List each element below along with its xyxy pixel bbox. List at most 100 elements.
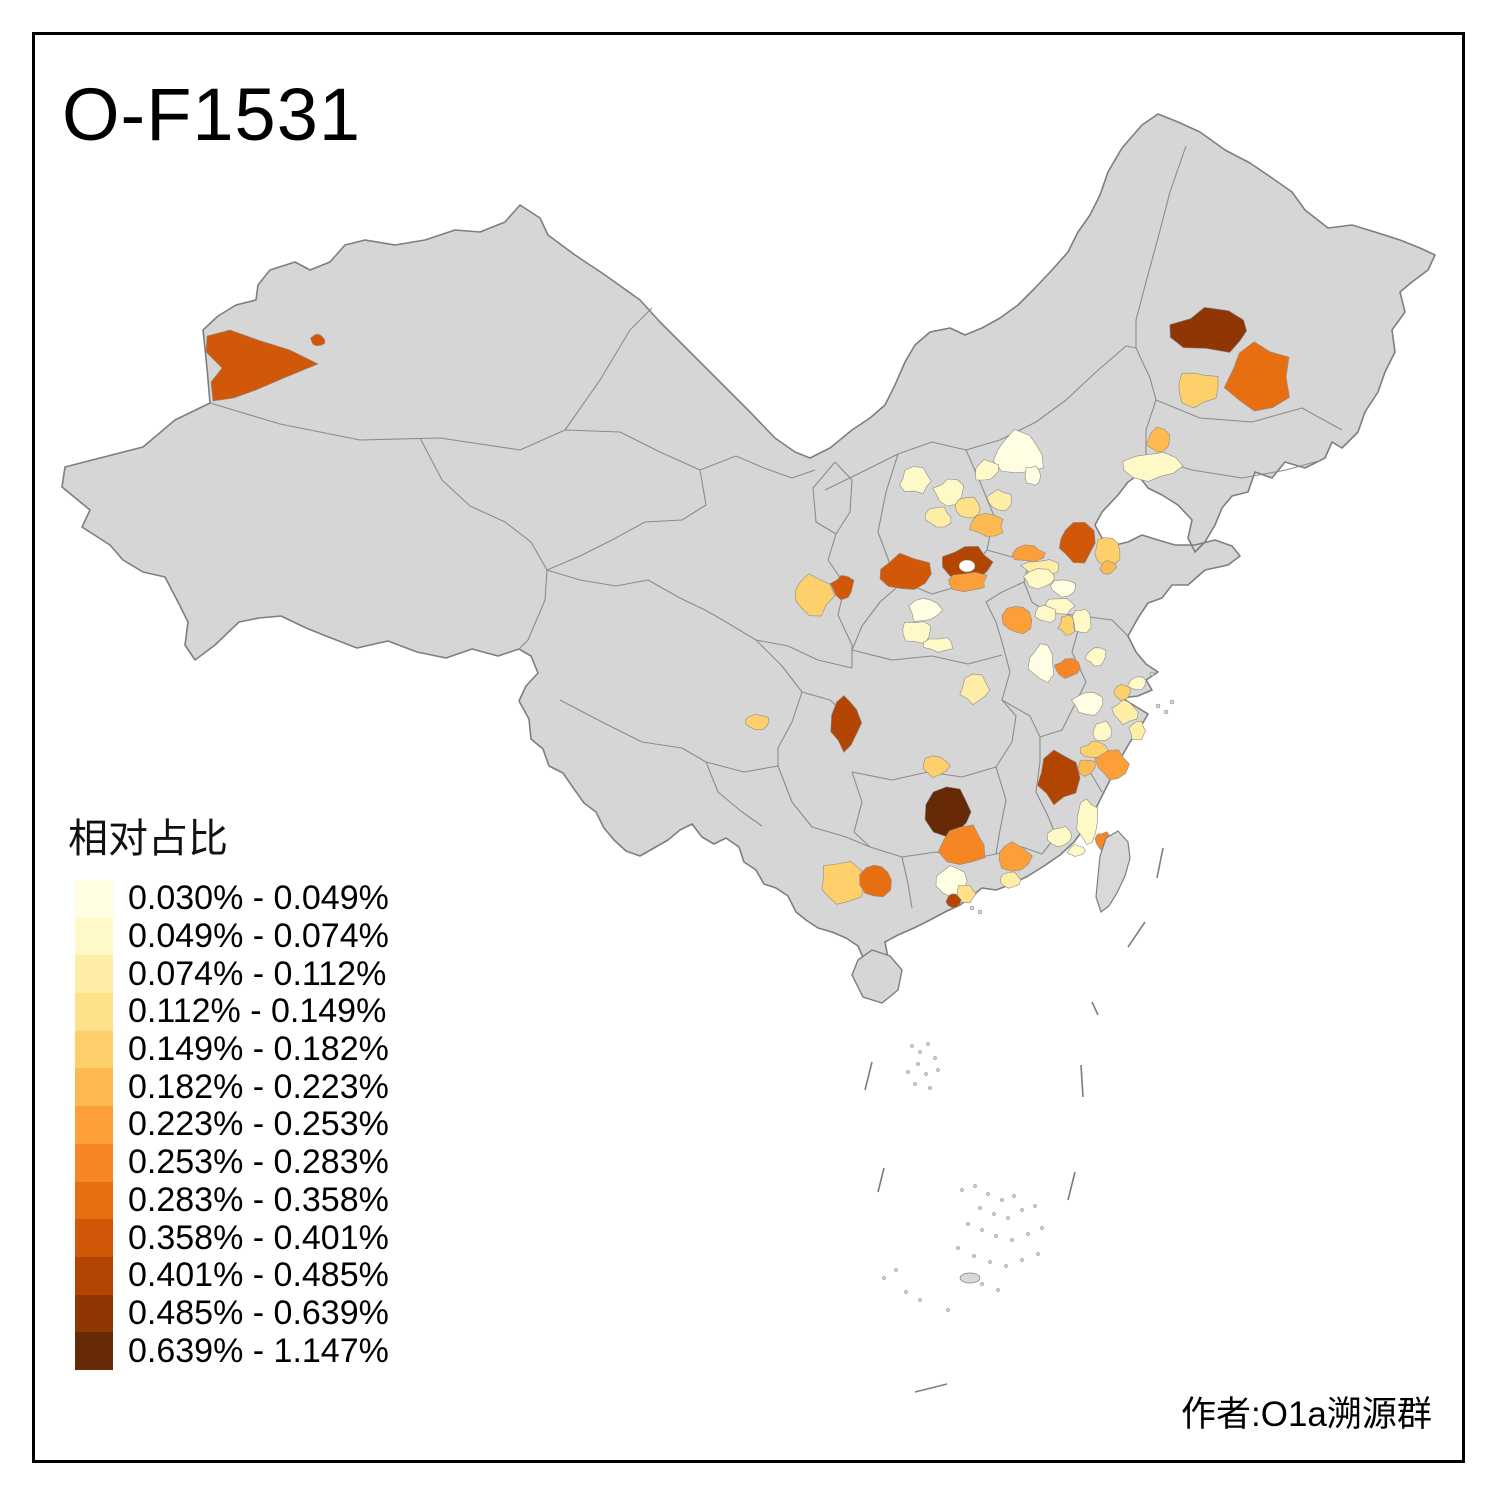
sea-islet [966, 1222, 970, 1226]
sea-islet [1040, 1226, 1044, 1230]
sea-islet [1006, 1216, 1010, 1220]
legend-swatch [75, 1294, 113, 1333]
legend-label: 0.223% - 0.253% [128, 1105, 389, 1144]
sea-boundary-dash [877, 1167, 885, 1193]
sea-islet [906, 1070, 910, 1074]
province-border [901, 856, 913, 909]
map-region [937, 824, 986, 865]
map-region [957, 885, 977, 904]
legend-label: 0.112% - 0.149% [128, 992, 387, 1031]
province-border [1135, 145, 1187, 348]
small-island [1163, 709, 1169, 715]
map-region [745, 714, 770, 730]
legend: 相对占比 0.030% - 0.049% 0.049% - 0.074% 0.074… [66, 806, 389, 1370]
province-border [1089, 771, 1103, 793]
province-border [1039, 701, 1077, 738]
map-region [1022, 568, 1055, 590]
province-border [851, 771, 871, 848]
map-region [1223, 341, 1290, 412]
legend-label: 0.253% - 0.283% [128, 1143, 389, 1182]
sea-islet [1020, 1258, 1024, 1262]
map-region [1111, 699, 1139, 726]
legend-row: 0.074% - 0.112% [75, 955, 389, 994]
legend-label: 0.358% - 0.401% [128, 1218, 389, 1257]
sea-islet [956, 1246, 960, 1250]
legend-label: 0.401% - 0.485% [128, 1256, 389, 1295]
sea-boundary-dash [864, 1061, 873, 1091]
province-border [564, 307, 653, 431]
sea-islet [910, 1044, 914, 1048]
map-region [954, 496, 981, 519]
province-border [559, 699, 707, 763]
map-region [830, 695, 863, 753]
sea-boundary-dash [1156, 847, 1164, 879]
map-region [1066, 843, 1086, 857]
province-border [705, 761, 763, 827]
province-border [824, 345, 1137, 491]
province-border [1135, 347, 1157, 456]
province-border [851, 581, 904, 651]
sea-islet [978, 1206, 982, 1210]
province-border [985, 581, 1025, 701]
map-region [999, 871, 1022, 889]
map-region [975, 459, 999, 481]
legend-row: 0.112% - 0.149% [75, 992, 389, 1031]
map-region [1084, 647, 1107, 667]
map-region [899, 465, 932, 494]
taiwan-island [1095, 830, 1131, 913]
map-region [1169, 306, 1247, 353]
map-region [1076, 798, 1098, 845]
province-border [995, 766, 1007, 855]
map-region [986, 489, 1013, 512]
legend-swatch [75, 955, 113, 994]
map-region [922, 755, 951, 779]
legend-swatch [75, 1256, 113, 1295]
sea-islet [918, 1298, 922, 1302]
page-title: O-F1531 [62, 73, 362, 156]
legend-row: 0.401% - 0.485% [75, 1256, 389, 1295]
province-border [755, 639, 803, 766]
legend-label: 0.485% - 0.639% [128, 1293, 389, 1332]
map-region [1145, 426, 1170, 453]
sea-islet [904, 1290, 908, 1294]
legend-row: 0.223% - 0.253% [75, 1105, 389, 1144]
legend-swatch [75, 1219, 113, 1257]
legend-row: 0.182% - 0.223% [75, 1068, 389, 1107]
sea-islet [973, 1184, 977, 1188]
province-border [546, 429, 707, 571]
legend-row: 0.485% - 0.639% [75, 1293, 389, 1333]
sea-islet [988, 1260, 992, 1264]
map-region [310, 333, 326, 347]
map-region [902, 621, 932, 644]
sea-islet [936, 1068, 940, 1072]
map-region [1011, 544, 1046, 562]
sea-islet [992, 1212, 996, 1216]
sea-islet [928, 1086, 932, 1090]
map-region [1099, 560, 1118, 575]
sea-islet [972, 1254, 976, 1258]
province-border [1155, 399, 1343, 431]
sea-islet [918, 1050, 922, 1054]
legend-swatch [75, 1332, 113, 1370]
province-border [699, 455, 816, 479]
map-region [924, 506, 952, 528]
map-region [1072, 608, 1092, 634]
map-region [1037, 749, 1081, 806]
legend-row: 0.253% - 0.283% [75, 1143, 389, 1182]
sea-islet [933, 1056, 937, 1060]
legend-swatch [75, 993, 113, 1031]
map-region [948, 571, 988, 593]
map-region [1046, 826, 1072, 848]
map-region [1027, 643, 1054, 683]
sea-islet [980, 1282, 984, 1286]
map-region [998, 841, 1033, 872]
sea-boundary-dash [1080, 1064, 1084, 1098]
legend-label: 0.049% - 0.074% [128, 917, 389, 956]
map-hole [958, 559, 976, 573]
map-region [1178, 372, 1219, 409]
sea-islet [926, 1042, 930, 1046]
small-island [1155, 703, 1161, 709]
sea-islet [1036, 1252, 1040, 1256]
province-border [546, 569, 706, 611]
map-region [1128, 720, 1147, 741]
